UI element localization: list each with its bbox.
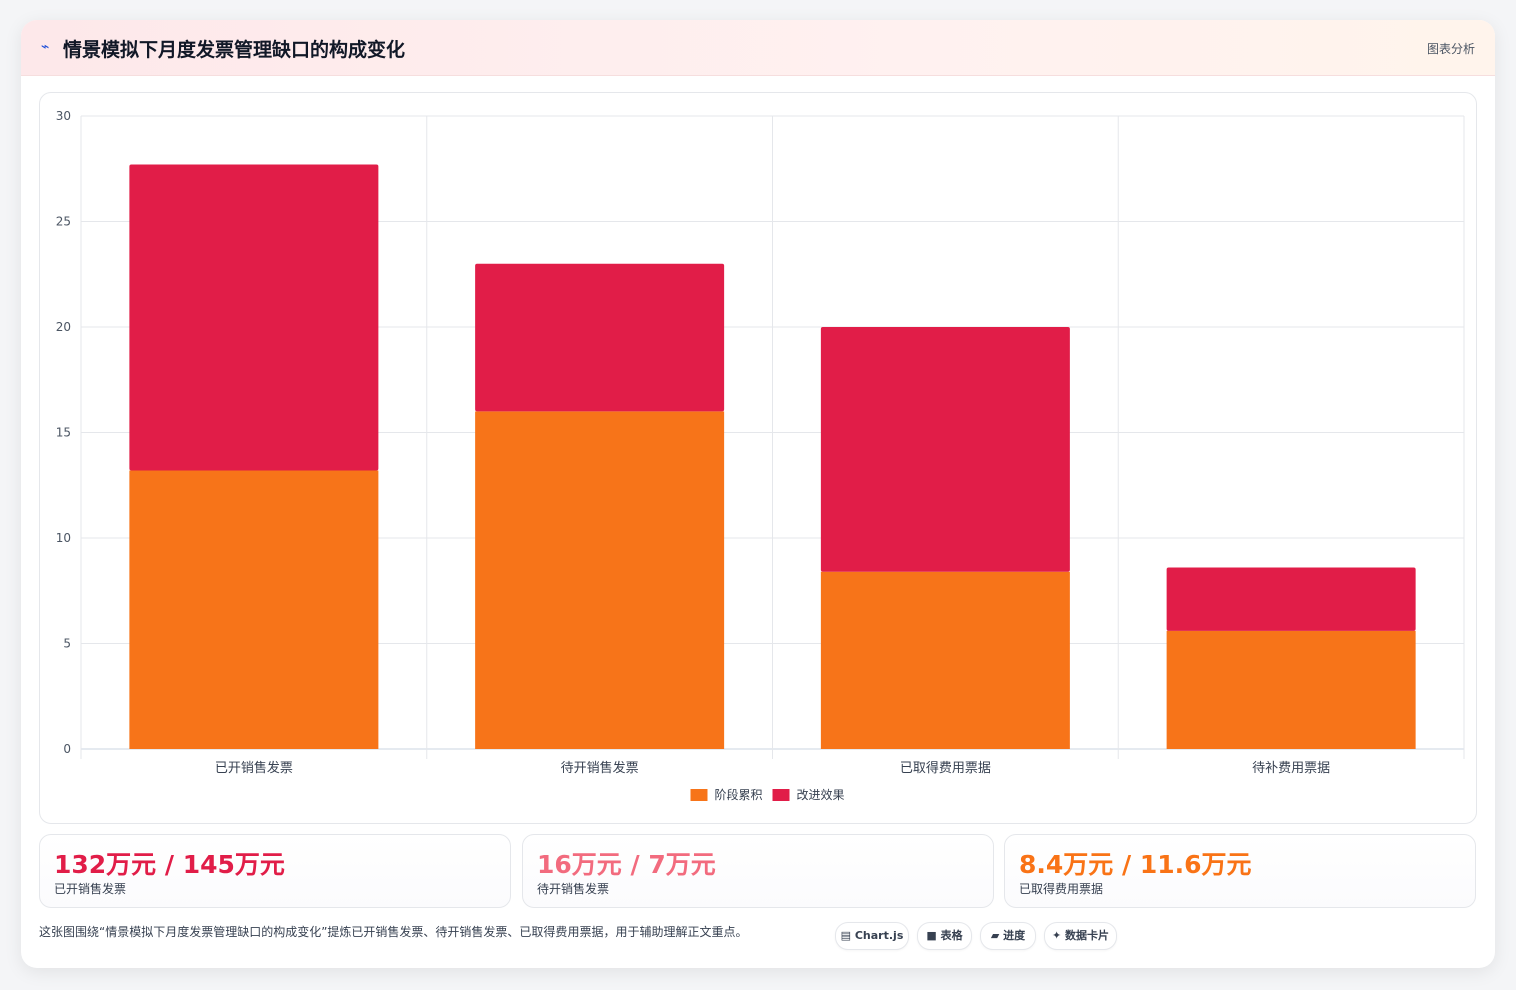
- pill-chartjs[interactable]: ▤ Chart.js: [835, 922, 909, 950]
- bar-improvement-effect: [129, 164, 379, 471]
- bar-stage-accumulated: [129, 470, 379, 749]
- x-tick-label: 已取得费用票据: [900, 760, 991, 776]
- y-tick-label: 25: [56, 215, 71, 229]
- stat-value: 16万元 / 7万元: [537, 850, 716, 879]
- legend-label: 改进效果: [797, 787, 845, 802]
- stat-value: 132万元 / 145万元: [54, 850, 285, 879]
- x-tick-label: 待补费用票据: [1252, 761, 1330, 776]
- stacked-bar-chart: 0 5 10 15 20 25 30 已开销售发票 待开销售发票 已取得费用票据 待补费用票据阶段累…: [56, 109, 1465, 802]
- legend-swatch: [772, 789, 790, 801]
- chart-card: ⌁ 情景模拟下月度发票管理缺口的构成变化 图表分析 0 5 10 15 20 25 30 已开…: [21, 20, 1495, 968]
- pill-label: 进度: [1003, 929, 1026, 942]
- y-tick-label: 30: [56, 109, 71, 123]
- bar-improvement-effect: [820, 327, 1070, 572]
- table-icon: ■: [926, 929, 937, 942]
- stat-value: 8.4万元 / 11.6万元: [1019, 850, 1252, 879]
- bar-improvement-effect: [1166, 567, 1416, 631]
- legend-label: 阶段累积: [715, 787, 763, 802]
- y-tick-label: 10: [56, 531, 71, 545]
- pill-table[interactable]: ■ 表格: [917, 922, 972, 950]
- chart-footnote: 这张图围绕“情景模拟下月度发票管理缺口的构成变化”提炼已开销售发票、待开销售发票…: [39, 925, 748, 939]
- y-tick-label: 15: [56, 426, 71, 440]
- pill-label: Chart.js: [854, 929, 904, 942]
- chart-icon: ▤: [840, 929, 852, 942]
- card-icon: ✦: [1051, 929, 1062, 942]
- bar-stage-accumulated: [820, 571, 1070, 749]
- x-tick-label: 已开销售发票: [215, 760, 293, 776]
- pill-data-card[interactable]: ✦ 数据卡片: [1044, 922, 1117, 950]
- y-tick-label: 0: [63, 742, 71, 756]
- stat-label: 已取得费用票据: [1019, 882, 1104, 896]
- card-title: 情景模拟下月度发票管理缺口的构成变化: [63, 39, 406, 61]
- bar-stage-accumulated: [475, 411, 725, 749]
- chart-area: 0 5 10 15 20 25 30 已开销售发票 待开销售发票 已取得费用票据 待补费用票据阶段累…: [39, 92, 1477, 824]
- bar-stage-accumulated: [1166, 630, 1416, 749]
- y-tick-label: 20: [56, 320, 71, 334]
- stat-card-3: 8.4万元 / 11.6万元 已取得费用票据: [1004, 834, 1476, 908]
- bar-improvement-effect: [475, 263, 725, 412]
- chart-analysis-tag: 图表分析: [1426, 42, 1475, 56]
- x-tick-label: 待开销售发票: [561, 760, 639, 776]
- stat-card-2: 16万元 / 7万元 待开销售发票: [522, 834, 994, 908]
- pill-progress[interactable]: ▰ 进度: [980, 922, 1036, 950]
- progress-icon: ▰: [990, 929, 1000, 942]
- stat-card-1: 132万元 / 145万元 已开销售发票: [39, 834, 511, 908]
- stat-label: 已开销售发票: [54, 882, 127, 896]
- y-tick-label: 5: [63, 637, 71, 651]
- chart-icon: ⌁: [41, 39, 50, 55]
- pill-label: 数据卡片: [1065, 929, 1110, 942]
- legend-swatch: [690, 789, 708, 801]
- pill-label: 表格: [940, 929, 963, 942]
- stat-label: 待开销售发票: [537, 882, 610, 896]
- card-header: ⌁ 情景模拟下月度发票管理缺口的构成变化 图表分析: [21, 20, 1495, 76]
